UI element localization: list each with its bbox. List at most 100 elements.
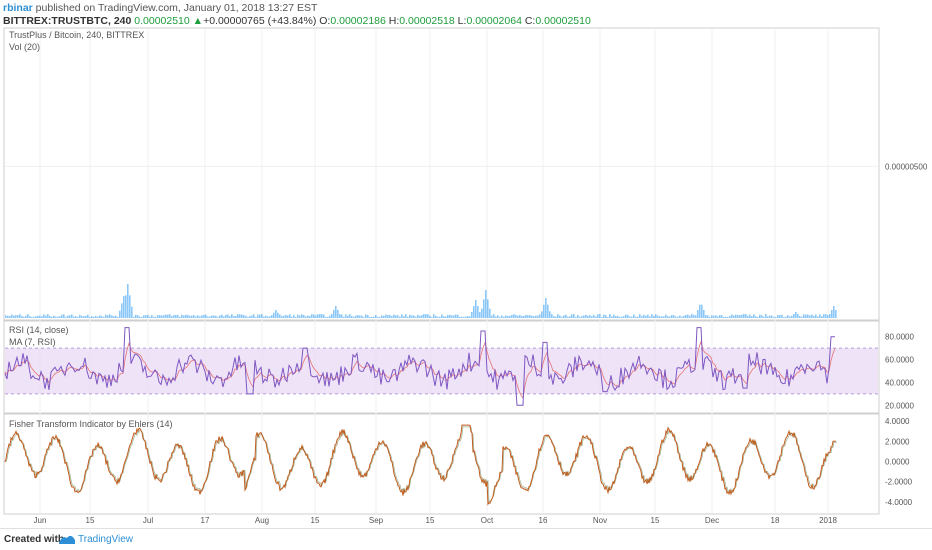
volume-bar (355, 315, 357, 318)
price-pane[interactable] (3, 27, 880, 321)
volume-bar (111, 315, 113, 318)
volume-bar (563, 315, 565, 318)
author-link[interactable]: rbinar (3, 2, 33, 14)
volume-bar (801, 316, 803, 318)
volume-bar (627, 314, 629, 318)
volume-bar (143, 315, 145, 318)
tradingview-brand[interactable]: TradingView (78, 534, 134, 545)
volume-bar (767, 316, 769, 318)
volume-bar (569, 316, 571, 318)
volume-bar (437, 316, 439, 318)
volume-bar (311, 314, 313, 318)
volume-bar (467, 316, 469, 318)
volume-bar (815, 314, 817, 318)
volume-bar (793, 314, 795, 318)
volume-bar (545, 298, 547, 318)
volume-bar (273, 312, 275, 318)
volume-bar (763, 316, 765, 318)
volume-bar (93, 316, 95, 318)
volume-bar (357, 314, 359, 318)
volume-bar (187, 314, 189, 318)
symbol-line: BITTREX:TRUSTBTC, 240 0.00002510 ▲+0.000… (3, 15, 591, 27)
volume-bar (291, 316, 293, 318)
volume-bar (641, 316, 643, 318)
x-tick-label: 15 (86, 516, 95, 525)
volume-bar (385, 314, 387, 318)
volume-bar (565, 314, 567, 318)
volume-bar (167, 314, 169, 318)
close-label: C: (524, 15, 536, 27)
volume-bar (553, 316, 555, 318)
volume-bar (261, 314, 263, 318)
volume-bar (805, 314, 807, 318)
volume-bar (71, 314, 73, 318)
volume-bar (619, 316, 621, 318)
volume-bar (99, 315, 101, 318)
volume-bar (275, 310, 277, 318)
volume-bar (341, 314, 343, 318)
volume-bar (721, 315, 723, 318)
volume-bar (407, 316, 409, 318)
volume-bar (133, 316, 135, 318)
symbol-label[interactable]: BITTREX:TRUSTBTC, 240 (3, 15, 132, 27)
volume-bar (367, 315, 369, 318)
volume-bar (723, 316, 725, 318)
volume-bar (297, 314, 299, 318)
volume-bar (795, 312, 797, 318)
volume-bar (67, 315, 69, 318)
volume-bar (37, 315, 39, 318)
volume-bar (173, 315, 175, 318)
volume-bar (379, 316, 381, 318)
volume-bar (651, 314, 653, 318)
volume-bar (799, 316, 801, 318)
volume-bar (97, 316, 99, 318)
volume-bar (105, 314, 107, 318)
volume-bar (165, 314, 167, 318)
volume-bar (547, 304, 549, 318)
volume-bar (257, 314, 259, 318)
volume-bar (45, 315, 47, 318)
volume-bar (193, 315, 195, 318)
volume-bar (537, 315, 539, 318)
volume-bar (313, 314, 315, 318)
volume-bar (15, 315, 17, 318)
volume-bar (453, 315, 455, 318)
fisher-indicator (4, 424, 837, 506)
volume-bar (781, 314, 783, 318)
volume-bar (487, 299, 489, 318)
fisher-tick-label: -2.0000 (885, 478, 913, 487)
volume-bar (283, 315, 285, 318)
volume-bar (595, 316, 597, 318)
volume-bar (351, 315, 353, 318)
volume-bar (509, 315, 511, 318)
volume-bar (259, 314, 261, 318)
volume-bar (727, 316, 729, 318)
volume-bar (343, 316, 345, 318)
volume-bar (21, 315, 23, 318)
volume-bar (791, 315, 793, 318)
volume-bar (55, 316, 57, 318)
volume-bar (425, 314, 427, 318)
x-tick-label: Oct (481, 516, 494, 525)
tradingview-logo-icon[interactable] (58, 532, 76, 546)
volume-bar (315, 315, 317, 318)
volume-bar (497, 315, 499, 318)
volume-bars (5, 284, 837, 318)
volume-bar (33, 316, 35, 318)
volume-bar (671, 315, 673, 318)
volume-bar (397, 315, 399, 318)
volume-bar (423, 314, 425, 318)
volume-bar (541, 311, 543, 318)
fisher-pane[interactable] (3, 413, 880, 515)
volume-bar (229, 316, 231, 318)
volume-bar (445, 316, 447, 318)
rsi-tick-label: 20.0000 (885, 401, 914, 410)
volume-bar (461, 316, 463, 318)
volume-bar (361, 315, 363, 318)
volume-bar (345, 314, 347, 318)
fisher-tick-label: 4.0000 (885, 417, 910, 426)
volume-bar (669, 316, 671, 318)
chart-canvas[interactable]: 0.000065000.000060000.000055000.00005000… (0, 0, 932, 528)
volume-bar (245, 315, 247, 318)
volume-bar (457, 314, 459, 318)
